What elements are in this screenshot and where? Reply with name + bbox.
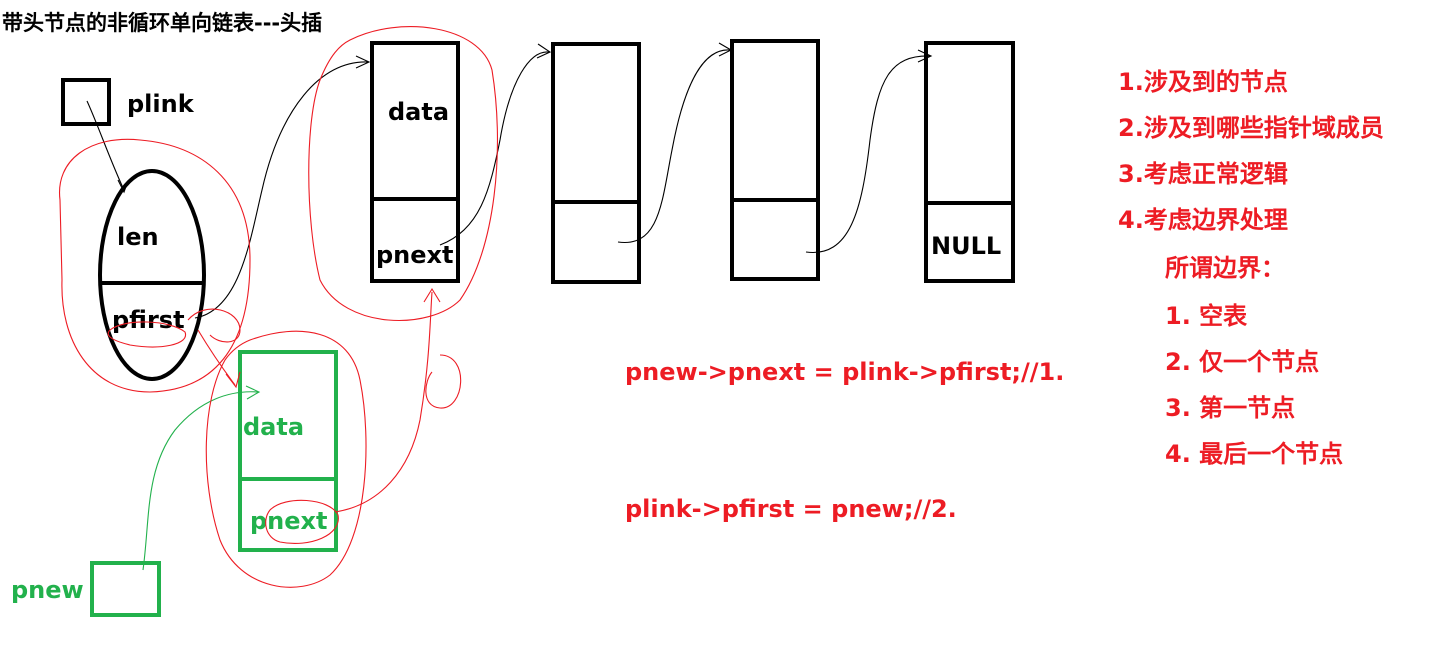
list-node-2 <box>551 42 641 284</box>
arrow-plink-to-head <box>86 100 125 191</box>
arrow-plink-head-tip <box>117 179 129 194</box>
list-node-1-next-label: pnext <box>376 241 454 269</box>
red-circle-new-pnext <box>265 499 339 544</box>
list-node-4: NULL <box>924 41 1015 283</box>
head-pfirst-label: pfirst <box>112 306 185 334</box>
new-node-next-label: pnext <box>250 507 328 535</box>
list-node-1-data-label: data <box>388 98 449 126</box>
arrow-pfirst-node1-tip <box>355 55 371 69</box>
arrow-node1-node2-tip <box>536 43 552 59</box>
list-node-2-box <box>551 42 641 284</box>
arrow-node1-to-node2 <box>439 51 550 246</box>
boundary-item-1: 1. 空表 <box>1165 302 1248 330</box>
note-item-3: 3.考虑正常逻辑 <box>1118 160 1288 188</box>
list-node-3 <box>730 39 820 281</box>
boundary-item-4: 4. 最后一个节点 <box>1165 440 1343 468</box>
pnew-label: pnew <box>11 576 84 604</box>
red-arrow-new-pnext-to-node1 <box>334 291 433 513</box>
code-line-2: plink->pfirst = pnew;//2. <box>625 495 957 523</box>
plink-box <box>61 78 111 126</box>
boundary-item-3: 3. 第一节点 <box>1165 394 1295 422</box>
arrow-pnew-to-new-node <box>142 391 259 571</box>
list-node-4-null-label: NULL <box>931 232 1001 260</box>
arrow-node2-node3-tip <box>718 42 733 57</box>
red-circle-node1 <box>308 26 498 322</box>
plink-label: plink <box>127 90 195 118</box>
arrow-pfirst-to-node1 <box>194 61 369 319</box>
note-item-2: 2.涉及到哪些指针域成员 <box>1118 114 1384 142</box>
arrow-node3-node4-tip <box>917 49 933 63</box>
list-node-1: data pnext <box>370 41 460 283</box>
note-item-1: 1.涉及到的节点 <box>1118 68 1288 96</box>
diagram-title: 带头节点的非循环单向链表---头插 <box>2 11 322 35</box>
red-circle-head-node <box>59 138 251 393</box>
red-circle-pfirst <box>107 321 186 348</box>
red-loop-right <box>425 354 462 409</box>
code-line-1: pnew->pnext = plink->pfirst;//1. <box>625 358 1064 386</box>
list-node-1-box <box>370 41 460 283</box>
red-arrow-new-pnext-tip <box>423 287 441 303</box>
new-node-box <box>238 350 338 552</box>
list-node-4-box <box>924 41 1015 283</box>
boundary-title: 所谓边界： <box>1165 254 1285 282</box>
boundary-item-2: 2. 仅一个节点 <box>1165 348 1319 376</box>
red-loop-pfirst <box>187 308 241 343</box>
new-node-data-label: data <box>243 413 304 441</box>
list-node-3-box <box>730 39 820 281</box>
arrow-node2-to-node3 <box>617 49 731 243</box>
pnew-box <box>90 561 161 617</box>
red-arrow-pfirst-tip <box>225 371 241 389</box>
notes-list: 1.涉及到的节点 2.涉及到哪些指针域成员 3.考虑正常逻辑 4.考虑边界处理 … <box>1118 68 1384 468</box>
note-item-4: 4.考虑边界处理 <box>1118 206 1288 234</box>
arrow-node3-to-node4 <box>805 55 931 253</box>
arrow-pnew-new-node-tip <box>245 385 261 400</box>
head-node-ellipse <box>98 169 206 381</box>
red-circle-new-node <box>205 330 367 588</box>
head-len-label: len <box>117 223 159 251</box>
new-node: data pnext <box>238 350 338 552</box>
